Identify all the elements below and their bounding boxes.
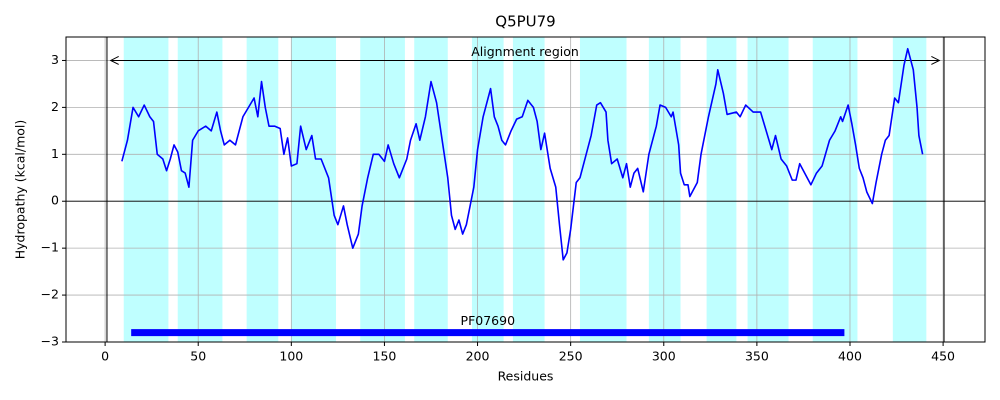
- x-tick-label: 250: [559, 349, 583, 364]
- hydropathy-line: [121, 47, 924, 261]
- tm-region: [892, 37, 927, 342]
- y-tick-label: −1: [41, 240, 59, 255]
- x-axis-label: Residues: [498, 369, 554, 384]
- tm-region: [648, 37, 681, 342]
- x-tick-label: 350: [745, 349, 769, 364]
- x-tick-label: 400: [838, 349, 862, 364]
- tm-region: [812, 37, 858, 342]
- tm-region: [123, 37, 169, 342]
- x-tick-label: 150: [373, 349, 397, 364]
- y-tick-label: −2: [41, 287, 59, 302]
- domain-bar: [131, 329, 845, 337]
- arrow-head: [931, 56, 941, 65]
- x-tick-label: 200: [466, 349, 490, 364]
- tm-region: [177, 37, 223, 342]
- y-tick-label: 0: [51, 193, 59, 208]
- tm-region: [512, 37, 545, 342]
- tm-region: [471, 37, 504, 342]
- plot-area: 0 50 100 150 200 250 300 350 400 450 −3 −2 −1 0 1 2 3 Ali…: [41, 36, 986, 364]
- y-axis-label: Hydropathy (kcal/mol): [13, 120, 28, 260]
- y-tick-label: 2: [51, 99, 59, 114]
- tm-region: [414, 37, 448, 342]
- alignment-label: Alignment region: [471, 44, 579, 59]
- x-tick-label: 0: [101, 349, 109, 364]
- x-tick-label: 300: [652, 349, 676, 364]
- axes-frame: [65, 36, 986, 343]
- y-tick-label: 3: [51, 52, 59, 67]
- arrow-head: [109, 56, 119, 65]
- x-tick-label: 450: [931, 349, 955, 364]
- tm-region: [579, 37, 627, 342]
- tm-region: [360, 37, 405, 342]
- y-tick-label: −3: [41, 334, 59, 349]
- x-tick-label: 50: [190, 349, 206, 364]
- domain-label: PF07690: [461, 313, 516, 328]
- tm-region: [291, 37, 337, 342]
- x-tick-label: 100: [279, 349, 303, 364]
- y-tick-label: 1: [51, 146, 59, 161]
- tm-region: [747, 37, 789, 342]
- chart-title: Q5PU79: [495, 13, 555, 31]
